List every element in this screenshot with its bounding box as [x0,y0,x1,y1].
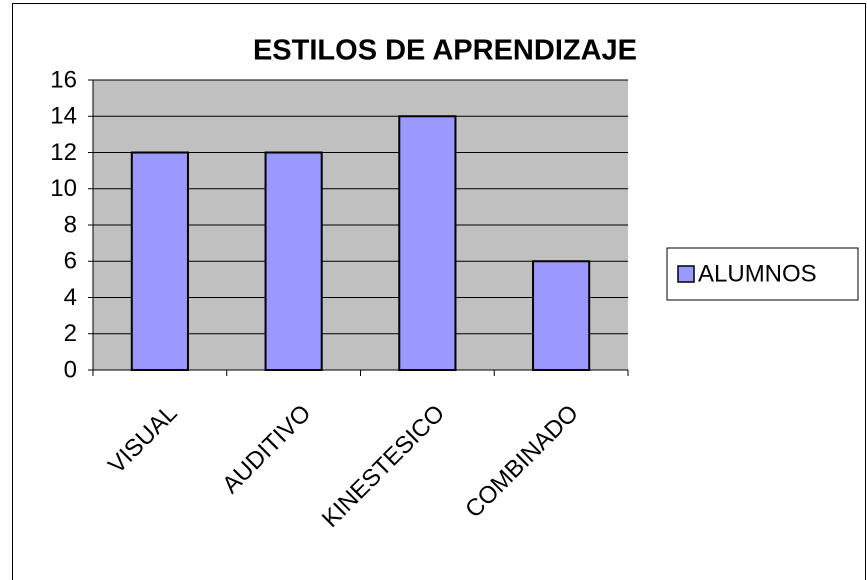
bar [532,260,591,371]
bar [130,151,189,371]
legend-box [666,247,859,301]
y-tick-label: 4 [64,284,77,311]
y-tick-label: 10 [50,175,77,202]
y-tick-label: 0 [64,356,77,383]
chart-title: ESTILOS DE APRENDIZAJE [253,35,637,67]
y-tick-label: 12 [50,139,77,166]
bar [264,151,323,371]
bar [398,115,457,371]
legend-swatch [677,265,695,283]
legend-label: ALUMNOS [698,260,817,287]
y-tick-label: 2 [64,320,77,347]
y-tick-label: 8 [64,211,77,238]
y-tick-label: 14 [50,103,77,130]
y-tick-label: 6 [64,248,77,275]
y-tick-label: 16 [50,66,77,93]
